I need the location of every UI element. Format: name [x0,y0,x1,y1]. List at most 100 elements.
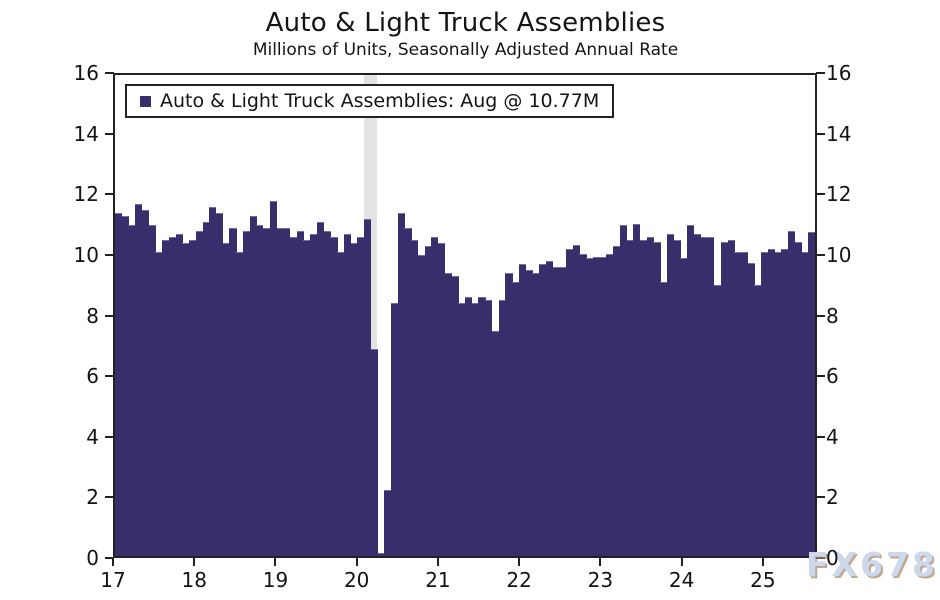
bar [236,252,244,556]
y-axis-tick-left [105,557,114,559]
bar [337,252,345,556]
y-axis-tick-left [105,72,114,74]
y-axis-label-right: 4 [826,424,839,449]
y-axis-tick-right [816,72,825,74]
bar [263,228,271,556]
x-axis-tick [274,558,277,566]
legend: Auto & Light Truck Assemblies: Aug @ 10.… [125,84,615,118]
bar [545,261,553,556]
bar [357,237,365,556]
bar [700,237,708,556]
bar [229,228,237,556]
chart-title: Auto & Light Truck Assemblies [265,8,666,38]
x-axis-label: 18 [181,568,207,592]
bar [256,225,264,556]
plot-area [113,73,817,558]
bar [498,300,506,556]
bar [390,303,399,556]
bar [451,276,459,556]
bar [619,225,627,556]
y-axis-label-right: 14 [826,121,852,146]
y-axis-label-left: 6 [86,364,99,389]
bar [491,330,500,556]
bar [444,273,452,556]
y-axis-tick-left [105,375,114,378]
bar [727,240,735,556]
y-axis-tick-left [105,253,114,256]
bar [707,237,715,556]
bar [323,231,331,556]
bar [687,225,695,556]
bar [330,237,338,556]
x-axis-tick [518,558,521,566]
bar [592,256,601,556]
y-axis-tick-left [105,193,114,196]
x-axis-label: 17 [100,568,126,592]
bar [222,243,230,556]
y-axis-label-right: 6 [826,364,839,389]
x-axis-label: 23 [587,568,614,592]
y-axis-label-right: 10 [826,242,852,267]
y-axis-label-right: 2 [826,485,839,510]
bar [377,553,385,556]
bar [525,270,533,556]
y-axis-label-left: 8 [86,303,99,328]
bar [438,243,446,556]
bar [781,249,789,556]
bar [666,234,675,556]
bar [148,225,156,556]
bar [168,237,176,556]
bar [599,256,607,556]
bar [283,228,291,556]
chart-subtitle: Millions of Units, Seasonally Adjusted A… [252,40,679,60]
bar [471,303,479,556]
bar [680,258,688,556]
y-axis-tick-left [105,496,114,499]
bar [505,273,513,556]
bar [774,252,782,556]
bar [162,240,170,556]
bar [397,213,405,556]
bar [189,240,197,556]
bar [458,303,466,556]
bar [310,234,318,556]
bar [209,207,217,556]
bar [808,232,816,556]
bar [626,240,634,556]
bar [565,249,574,556]
bar [788,231,796,556]
x-axis-label: 22 [506,568,532,592]
x-axis-tick [761,558,764,566]
bar [673,240,681,556]
bar [572,244,580,556]
bar [350,243,358,556]
x-axis-label: 19 [262,568,289,592]
bar [801,252,809,556]
y-axis-tick-left [105,435,114,438]
bar [384,489,392,556]
y-axis-label-left: 2 [86,485,99,510]
y-axis-tick-right [816,557,825,559]
bar [215,213,224,556]
bar [606,253,614,556]
bar [431,237,439,556]
bar [465,297,473,556]
bar [794,241,802,556]
x-axis-tick [680,558,683,566]
legend-label: Auto & Light Truck Assemblies: Aug @ 10.… [160,90,600,112]
bar [424,246,432,556]
bar [646,237,654,556]
y-axis-label-right: 0 [826,546,839,570]
bar [296,231,304,556]
y-axis-label-left: 0 [86,546,99,570]
x-axis-tick [599,558,602,566]
bar [276,228,284,556]
bar [485,300,493,556]
bar [290,237,298,556]
bar [720,241,728,556]
watermark: FX678 [806,545,938,584]
bar [767,249,776,556]
bar [539,264,547,556]
bar [343,234,351,556]
bar [202,222,210,556]
